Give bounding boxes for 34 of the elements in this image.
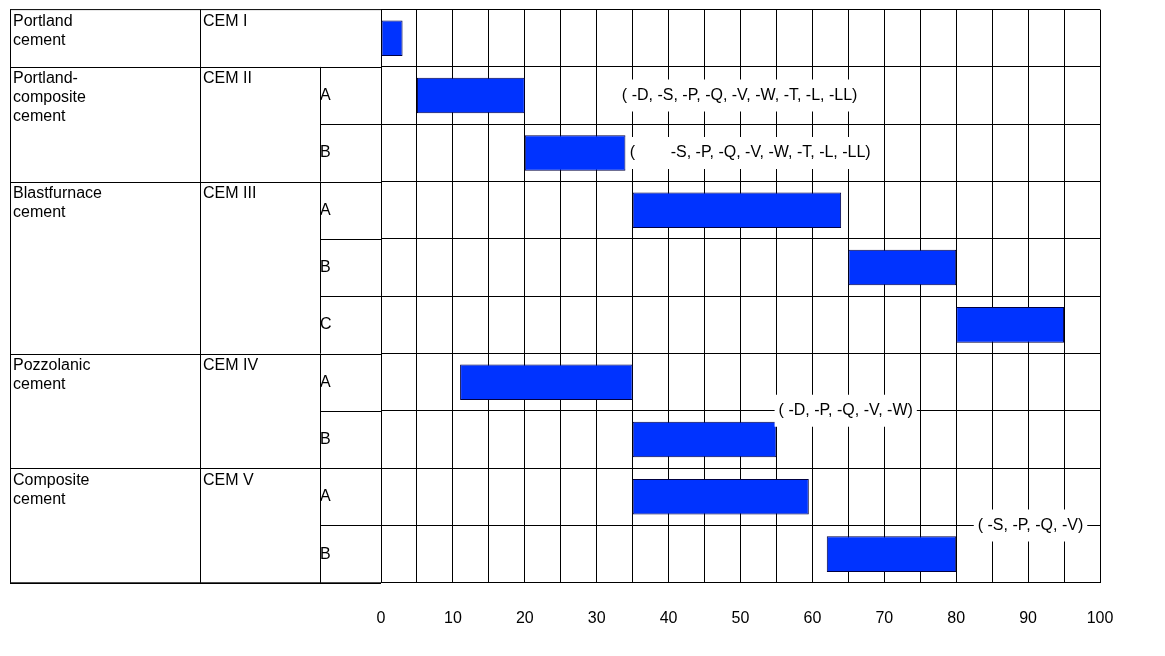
text: CEM IV <box>203 355 259 373</box>
annotation: ( -D, -S, -P, -Q, -V, -W, -T, -L, -LL) <box>621 85 858 103</box>
text: CEM I <box>203 12 248 30</box>
y-tick-label: A <box>320 372 331 390</box>
y-tick-label: B <box>320 257 331 275</box>
annotation: ( -S, -P, -Q, -V) <box>977 515 1084 533</box>
y-tick-label: C <box>320 315 332 333</box>
x-tick-label: 100 <box>1086 608 1114 626</box>
text: Composite cement <box>13 470 90 507</box>
annotation: ( -S, -P, -Q, -V, -W, -T, -L, -LL) <box>629 143 871 161</box>
x-tick-label: 60 <box>803 608 822 626</box>
x-tick-label: 40 <box>659 608 678 626</box>
x-tick-label: 0 <box>376 608 386 626</box>
x-tick-label: 90 <box>1019 608 1038 626</box>
text: CEM III <box>203 183 257 201</box>
text: Portland cement <box>13 12 73 49</box>
y-tick-label: A <box>320 487 331 505</box>
x-tick-label: 10 <box>444 608 462 626</box>
y-tick-label: B <box>320 429 331 447</box>
x-tick-label: 30 <box>587 608 606 626</box>
y-tick-label: A <box>320 85 331 103</box>
text: CEM II <box>203 69 252 87</box>
x-tick-label: 70 <box>875 608 894 626</box>
y-tick-label: B <box>320 143 331 161</box>
text: Pozzolanic cement <box>13 355 91 392</box>
x-tick-label: 80 <box>947 608 966 626</box>
annotation: ( -D, -P, -Q, -V, -W) <box>778 401 913 419</box>
text: Portland-composite cement <box>13 69 87 125</box>
x-tick-label: 50 <box>731 608 750 626</box>
text: CEM V <box>203 470 254 488</box>
y-tick-label: A <box>320 200 331 218</box>
x-tick-label: 20 <box>515 608 534 626</box>
text: Blastfurnace cement <box>13 183 103 220</box>
y-tick-label: B <box>320 544 331 562</box>
